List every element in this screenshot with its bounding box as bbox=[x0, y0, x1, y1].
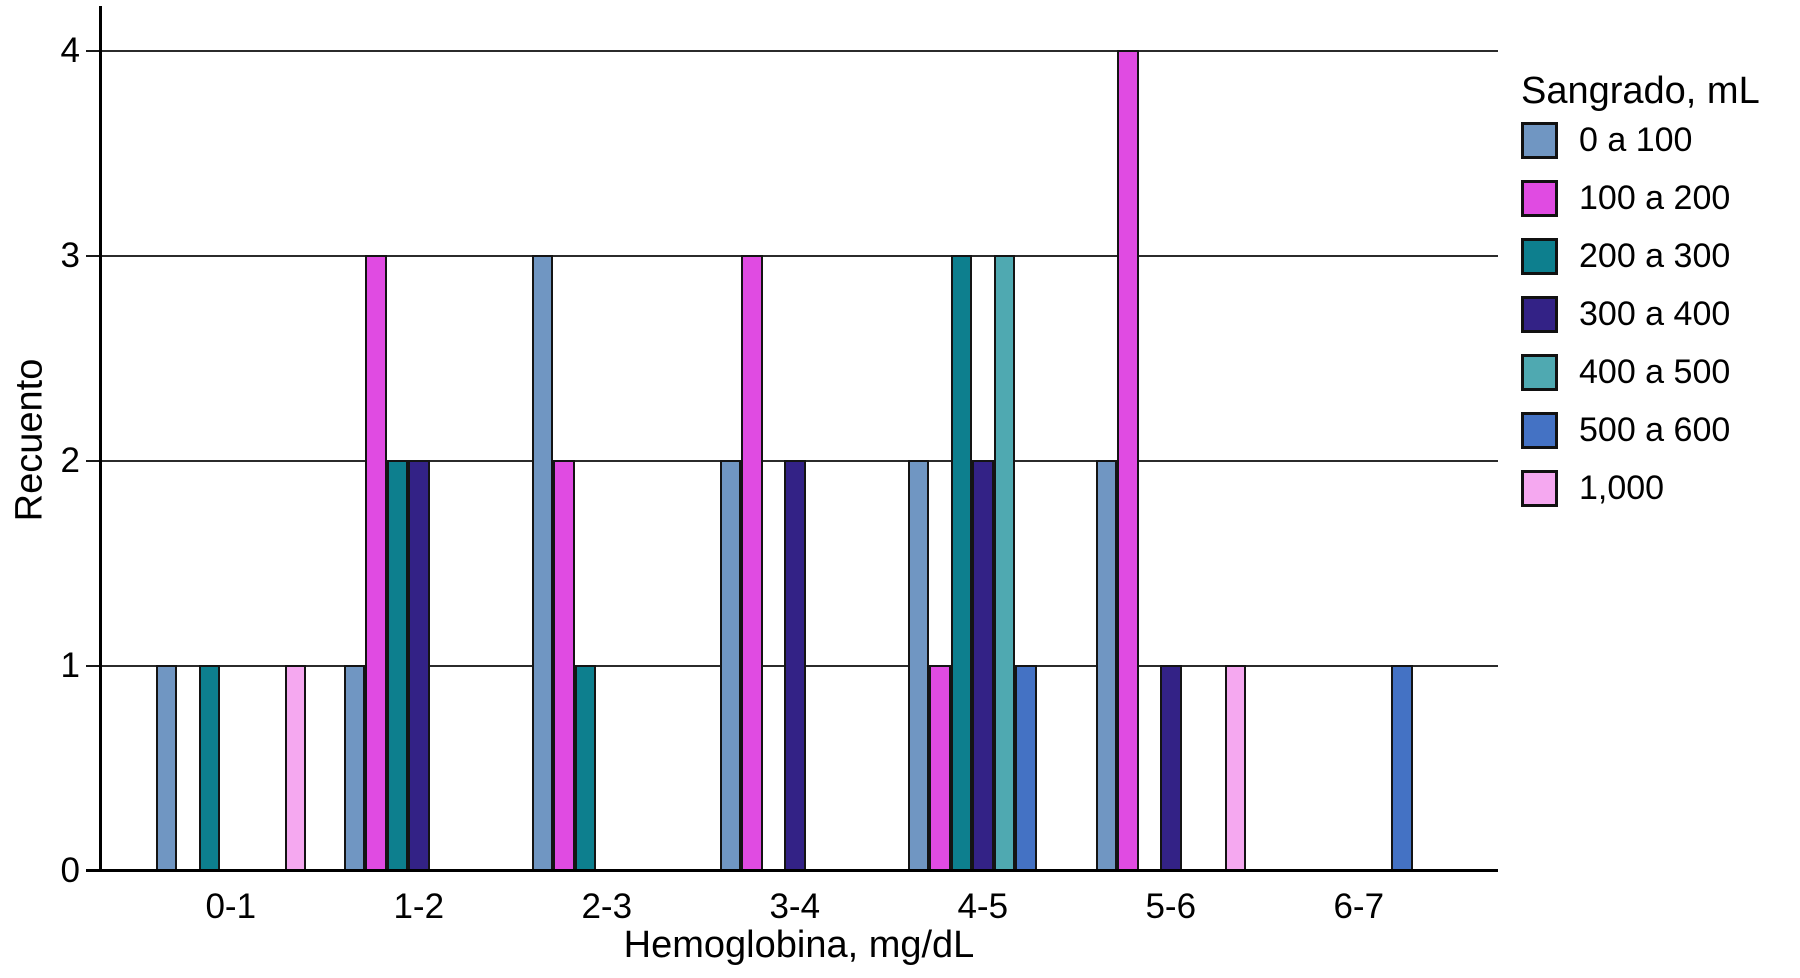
plot-area: 0 1 2 3 4 0-1 1-2 2-3 3-4 4-5 5-6 6-7 bbox=[61, 6, 1498, 926]
legend-item-label: 1,000 bbox=[1579, 469, 1665, 507]
bar-0-1-0-a-100 bbox=[155, 665, 177, 871]
legend-item-100-a-200: 100 a 200 bbox=[1521, 179, 1791, 217]
bar-5-6-0-a-100 bbox=[1095, 460, 1117, 871]
legend-item-label: 500 a 600 bbox=[1579, 411, 1731, 449]
x-tick-label-4-5: 4-5 bbox=[957, 887, 1009, 926]
bar-4-5-0-a-100 bbox=[907, 460, 929, 871]
legend-item-300-a-400: 300 a 400 bbox=[1521, 295, 1791, 333]
y-tick-label-1: 1 bbox=[60, 646, 80, 685]
legend-item-label: 100 a 200 bbox=[1579, 179, 1731, 217]
legend-swatch-icon bbox=[1521, 412, 1558, 449]
bar-2-3-0-a-100 bbox=[531, 255, 553, 871]
y-tick-1 bbox=[86, 665, 100, 667]
bar-4-5-400-a-500 bbox=[993, 255, 1015, 871]
legend-item-label: 400 a 500 bbox=[1579, 353, 1731, 391]
x-axis-title: Hemoglobina, mg/dL bbox=[623, 924, 975, 966]
bar-4-5-100-a-200 bbox=[929, 665, 951, 871]
y-tick-4 bbox=[86, 50, 100, 52]
legend-swatch-icon bbox=[1521, 354, 1558, 391]
legend-swatch-icon bbox=[1521, 180, 1558, 217]
x-tick-label-5-6: 5-6 bbox=[1145, 887, 1197, 926]
bar-1-2-0-a-100 bbox=[343, 665, 365, 871]
bar-4-5-500-a-600 bbox=[1015, 665, 1037, 871]
legend-item-label: 200 a 300 bbox=[1579, 237, 1731, 275]
bar-4-5-300-a-400 bbox=[972, 460, 994, 871]
x-tick-label-6-7: 6-7 bbox=[1333, 887, 1385, 926]
bar-1-2-100-a-200 bbox=[365, 255, 387, 871]
legend-swatch-icon bbox=[1521, 122, 1558, 159]
gridline-y-4 bbox=[100, 50, 1498, 52]
bar-2-3-100-a-200 bbox=[553, 460, 575, 871]
y-tick-label-3: 3 bbox=[60, 236, 80, 275]
y-tick-label-0: 0 bbox=[60, 851, 80, 890]
y-tick-3 bbox=[86, 255, 100, 257]
bar-1-2-200-a-300 bbox=[386, 460, 408, 871]
legend-item-200-a-300: 200 a 300 bbox=[1521, 237, 1791, 275]
legend-item-500-a-600: 500 a 600 bbox=[1521, 411, 1791, 449]
bar-5-6-100-a-200 bbox=[1117, 50, 1139, 871]
legend: Sangrado, mL 0 a 100 100 a 200 200 a 300 30… bbox=[1521, 68, 1791, 528]
bar-6-7-500-a-600 bbox=[1391, 665, 1413, 871]
legend-title: Sangrado, mL bbox=[1521, 70, 1760, 112]
bar-0-1-1-000 bbox=[284, 665, 306, 871]
legend-item-0-a-100: 0 a 100 bbox=[1521, 121, 1791, 159]
legend-item-1-000: 1,000 bbox=[1521, 469, 1791, 507]
bar-3-4-0-a-100 bbox=[719, 460, 741, 871]
x-tick-label-2-3: 2-3 bbox=[581, 887, 633, 926]
x-tick-label-3-4: 3-4 bbox=[769, 887, 821, 926]
legend-swatch-icon bbox=[1521, 470, 1558, 507]
bar-5-6-1-000 bbox=[1224, 665, 1246, 871]
x-axis-line bbox=[86, 869, 1498, 872]
y-tick-2 bbox=[86, 460, 100, 462]
y-tick-label-4: 4 bbox=[60, 31, 80, 70]
bar-3-4-100-a-200 bbox=[741, 255, 763, 871]
legend-item-400-a-500: 400 a 500 bbox=[1521, 353, 1791, 391]
legend-swatch-icon bbox=[1521, 296, 1558, 333]
legend-swatch-icon bbox=[1521, 238, 1558, 275]
bar-4-5-200-a-300 bbox=[950, 255, 972, 871]
legend-item-label: 300 a 400 bbox=[1579, 295, 1731, 333]
bar-3-4-300-a-400 bbox=[784, 460, 806, 871]
legend-item-label: 0 a 100 bbox=[1579, 121, 1693, 159]
bar-1-2-300-a-400 bbox=[408, 460, 430, 871]
x-tick-label-1-2: 1-2 bbox=[393, 887, 445, 926]
x-tick-label-0-1: 0-1 bbox=[205, 887, 257, 926]
y-tick-label-2: 2 bbox=[60, 441, 80, 480]
legend-items: 0 a 100 100 a 200 200 a 300 300 a 400 400 a … bbox=[1521, 121, 1791, 507]
bar-5-6-300-a-400 bbox=[1160, 665, 1182, 871]
bar-2-3-200-a-300 bbox=[574, 665, 596, 871]
gridline-y-3 bbox=[100, 255, 1498, 257]
y-axis-line bbox=[99, 6, 102, 872]
bar-0-1-200-a-300 bbox=[198, 665, 220, 871]
